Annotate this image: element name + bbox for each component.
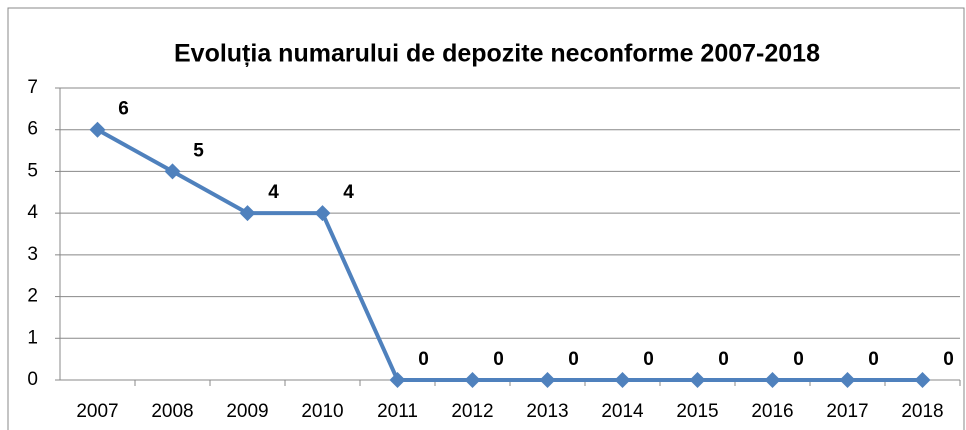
data-point bbox=[539, 372, 556, 388]
series-line bbox=[96, 127, 923, 382]
data-label: 0 bbox=[718, 349, 729, 370]
data-point bbox=[839, 372, 856, 388]
data-label: 0 bbox=[643, 349, 654, 370]
data-point bbox=[164, 163, 181, 180]
data-label: 0 bbox=[493, 349, 504, 370]
data-point bbox=[614, 372, 631, 388]
y-tick-label: 3 bbox=[27, 244, 38, 265]
x-tick-label: 2012 bbox=[451, 401, 493, 422]
x-tick-label: 2018 bbox=[901, 401, 943, 422]
x-tick-label: 2013 bbox=[526, 401, 568, 422]
x-tick-label: 2009 bbox=[226, 401, 268, 422]
x-tick-label: 2008 bbox=[151, 401, 193, 422]
y-tick-label: 1 bbox=[27, 327, 38, 348]
y-tick-label: 7 bbox=[27, 77, 38, 98]
x-tick-label: 2014 bbox=[601, 401, 644, 422]
data-label: 0 bbox=[943, 349, 954, 370]
data-label: 4 bbox=[343, 182, 354, 203]
data-point bbox=[464, 372, 481, 388]
x-tick-label: 2017 bbox=[826, 401, 868, 422]
data-label: 5 bbox=[193, 140, 204, 161]
x-tick-label: 2011 bbox=[377, 401, 418, 422]
y-tick-label: 5 bbox=[27, 160, 38, 181]
chart-title: Evoluția numarului de depozite neconform… bbox=[174, 40, 820, 68]
data-label: 0 bbox=[868, 349, 879, 370]
data-point bbox=[764, 372, 781, 388]
data-label: 4 bbox=[268, 182, 279, 203]
data-point bbox=[314, 205, 331, 222]
y-tick-label: 4 bbox=[27, 202, 38, 223]
data-label: 6 bbox=[118, 99, 129, 120]
x-tick-label: 2007 bbox=[76, 401, 118, 422]
x-tick-label: 2010 bbox=[301, 401, 343, 422]
y-tick-label: 6 bbox=[27, 119, 38, 140]
data-point bbox=[239, 205, 256, 222]
data-label: 0 bbox=[793, 349, 804, 370]
chart-frame bbox=[7, 7, 965, 430]
data-point bbox=[389, 372, 406, 388]
data-label: 0 bbox=[418, 349, 429, 370]
data-point bbox=[89, 121, 106, 138]
x-tick-label: 2016 bbox=[751, 401, 793, 422]
data-point bbox=[914, 372, 931, 388]
y-tick-label: 2 bbox=[27, 286, 38, 307]
data-point bbox=[689, 372, 706, 388]
x-tick-label: 2015 bbox=[676, 401, 718, 422]
data-label: 0 bbox=[568, 349, 579, 370]
y-tick-label: 0 bbox=[27, 369, 38, 390]
